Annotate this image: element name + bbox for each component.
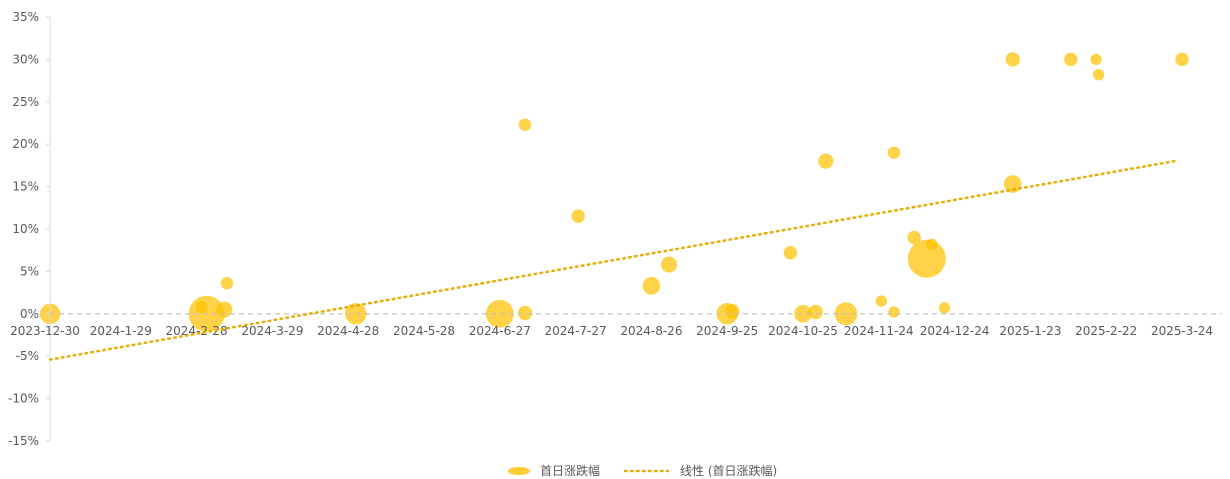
x-tick-label: 2024-5-28 [393,324,455,338]
x-tick-label: 2024-10-25 [768,324,838,338]
x-tick-label: 2024-11-24 [844,324,914,338]
x-tick-label: 2024-3-29 [241,324,303,338]
bubble-point[interactable] [926,238,938,250]
y-tick-label: 5% [20,264,39,278]
x-tick-label: 2024-12-24 [920,324,990,338]
bubble-point[interactable] [783,246,798,260]
x-tick-label: 2024-8-26 [620,324,682,338]
bubble-point[interactable] [518,118,532,131]
bubble-point[interactable] [1003,175,1022,193]
bubble-point[interactable] [818,153,834,169]
bubble-point[interactable] [907,230,921,245]
trendline [48,159,1176,361]
y-tick-label: -5% [16,349,39,363]
bubble-point[interactable] [1005,52,1020,67]
y-tick-label: 25% [12,95,39,109]
bubble-point[interactable] [216,301,233,318]
bubble-point[interactable] [517,305,533,321]
x-tick-label: 2025-2-22 [1075,324,1137,338]
bubble-point[interactable] [794,304,812,323]
bubble-point[interactable] [571,209,585,224]
x-tick-label: 2024-7-27 [545,324,607,338]
bubble-point[interactable] [887,146,901,159]
bubble-point[interactable] [485,299,514,328]
bubble-point[interactable] [195,300,208,314]
bubble-point[interactable] [344,303,367,325]
bubble-point[interactable] [661,256,678,273]
x-tick-label: 2024-9-25 [696,324,758,338]
bubble-point[interactable] [725,304,740,319]
x-tick-label: 2025-1-23 [999,324,1061,338]
bubble-point[interactable] [938,302,951,314]
y-tick-label: 15% [12,180,39,194]
y-tick-label: 30% [12,52,39,66]
legend-label-bubble: 首日涨跌幅 [540,463,600,478]
y-tick-label: 0% [20,307,39,321]
bubble-point[interactable] [808,304,823,320]
x-tick-label: 2024-1-29 [90,324,152,338]
y-axis: 35% 30% 25% 20% 15% 10% 5% 0% -5% -10% -15% [8,10,50,448]
legend-label-trendline: 线性 (首日涨跌幅) [680,463,777,478]
bubble-point[interactable] [907,239,946,278]
x-tick-label: 2023-12-30 [10,324,80,338]
y-tick-label: 10% [12,222,39,236]
y-tick-label: 35% [12,10,39,24]
y-tick-label: -15% [8,434,39,448]
y-tick-label: 20% [12,137,39,151]
y-tick-label: -10% [8,392,39,406]
legend: 首日涨跌幅 线性 (首日涨跌幅) [508,463,777,478]
bubble-point[interactable] [642,276,661,295]
bubble-point[interactable] [875,295,888,307]
bubble-series [39,52,1189,332]
x-tick-label: 2025-3-24 [1151,324,1213,338]
bubble-point[interactable] [1064,52,1078,67]
x-tick-label: 2024-6-27 [469,324,531,338]
x-tick-label: 2024-2-28 [166,324,228,338]
bubble-point[interactable] [1175,52,1189,67]
bubble-point[interactable] [888,306,900,318]
x-tick-label: 2024-4-28 [317,324,379,338]
x-axis: 2023-12-30 2024-1-29 2024-2-28 2024-3-29 202… [10,324,1213,338]
bubble-point[interactable] [1092,68,1105,81]
bubble-point[interactable] [1090,53,1102,66]
legend-swatch-bubble [508,467,530,475]
bubble-point[interactable] [220,277,234,290]
